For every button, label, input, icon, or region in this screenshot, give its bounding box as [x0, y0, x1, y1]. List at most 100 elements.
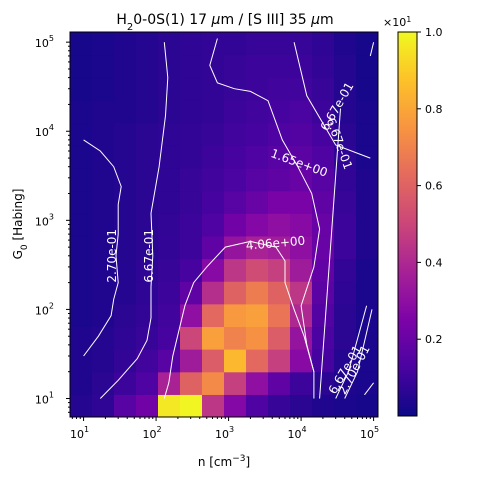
- heatmap-cell: [70, 99, 93, 124]
- heatmap-cell: [224, 235, 247, 260]
- contour-line: [344, 309, 373, 399]
- heatmap-cell: [268, 145, 291, 169]
- chart-title: H20-0S(1) 17 μm / [S III] 35 μm: [116, 12, 333, 33]
- heatmap-cell: [70, 371, 93, 395]
- heatmap-cell: [268, 303, 291, 328]
- heatmap-cell: [114, 77, 137, 101]
- heatmap-cell: [136, 167, 159, 192]
- heatmap-cell: [92, 54, 115, 78]
- heatmap-cell: [114, 99, 137, 124]
- heatmap-cell: [202, 281, 225, 305]
- x-tick-label: 105: [360, 425, 379, 441]
- heatmap-cell: [224, 145, 247, 169]
- heatmap-cell: [268, 394, 291, 417]
- heatmap-cell: [312, 54, 335, 78]
- y-axis-label: G0 [Habing]: [11, 189, 30, 260]
- heatmap-cell: [158, 122, 181, 146]
- heatmap-cell: [312, 281, 335, 305]
- heatmap-cell: [290, 99, 313, 124]
- heatmap-cell: [290, 54, 313, 78]
- contour-line: [364, 382, 374, 396]
- heatmap-cell: [268, 54, 291, 78]
- heatmap-cell: [180, 235, 203, 260]
- heatmap-cell: [334, 213, 357, 237]
- heatmap-cell: [158, 371, 181, 395]
- heatmap-cell: [70, 54, 93, 78]
- contour-line: [319, 108, 341, 399]
- heatmap-cell: [114, 258, 137, 282]
- colorbar-ticks: 0.2 0.4 0.6 0.8 1.0: [417, 26, 443, 346]
- heatmap-cell: [180, 99, 203, 124]
- heatmap-cell: [180, 303, 203, 328]
- heatmap-cell: [92, 190, 115, 214]
- heatmap-cell: [136, 122, 159, 146]
- heatmap-cell: [114, 54, 137, 78]
- heatmap-cell: [70, 213, 93, 237]
- heatmap-cell: [158, 349, 181, 373]
- heatmap-cell: [158, 281, 181, 305]
- heatmap-cell: [136, 303, 159, 328]
- contour-line: [163, 240, 315, 399]
- heatmap-cell: [180, 190, 203, 214]
- colorbar-tick-label: 1.0: [425, 26, 443, 39]
- heatmap-cell: [356, 54, 378, 78]
- heatmap-cell: [70, 394, 93, 417]
- heatmap-cell: [114, 122, 137, 146]
- heatmap-cell: [114, 371, 137, 395]
- heatmap-cell: [246, 99, 269, 124]
- heatmap-cell: [136, 77, 159, 101]
- heatmap-cell: [312, 303, 335, 328]
- heatmap-cell: [246, 303, 269, 328]
- x-tick-label: 104: [288, 425, 307, 441]
- heatmap-cell: [70, 77, 93, 101]
- heatmap-cell: [92, 371, 115, 395]
- heatmap-cell: [312, 167, 335, 192]
- heatmap-cell: [246, 281, 269, 305]
- heatmap-cell: [356, 371, 378, 395]
- contour-label: 4.06e+00: [245, 234, 305, 253]
- contour-line: [369, 42, 375, 57]
- heatmap-cell: [92, 326, 115, 350]
- heatmap-cell: [158, 32, 181, 56]
- heatmap-cell: [70, 167, 93, 192]
- heatmap-cell: [202, 54, 225, 78]
- heatmap-cell: [312, 32, 335, 56]
- heatmap-cell: [180, 326, 203, 350]
- heatmap-cell: [158, 394, 181, 417]
- heatmap-cell: [158, 303, 181, 328]
- heatmap-cell: [158, 77, 181, 101]
- heatmap-cell: [136, 54, 159, 78]
- heatmap-cell: [70, 32, 93, 56]
- y-tick-label: 103: [35, 212, 54, 228]
- heatmap-cell: [136, 145, 159, 169]
- colorbar-tick-label: 0.2: [425, 333, 443, 346]
- heatmap-cell: [268, 122, 291, 146]
- heatmap-cell: [136, 349, 159, 373]
- heatmap-cell: [290, 349, 313, 373]
- heatmap-cell: [224, 349, 247, 373]
- heatmap-cell: [334, 122, 357, 146]
- heatmap-cell: [114, 167, 137, 192]
- heatmap-cell: [312, 122, 335, 146]
- y-axis: 101 102 103 104 105: [35, 34, 70, 413]
- x-tick-label: 102: [143, 425, 162, 441]
- heatmap-cell: [312, 145, 335, 169]
- heatmap-cell: [224, 122, 247, 146]
- heatmap-cell: [246, 167, 269, 192]
- heatmap-cell: [180, 371, 203, 395]
- heatmap-cell: [312, 326, 335, 350]
- heatmap-cell: [136, 32, 159, 56]
- heatmap-cell: [356, 281, 378, 305]
- heatmap-cell: [136, 394, 159, 417]
- heatmap-cell: [290, 258, 313, 282]
- heatmap-cell: [114, 32, 137, 56]
- heatmap-cell: [180, 145, 203, 169]
- heatmap-cell: [180, 349, 203, 373]
- heatmap-cell: [268, 213, 291, 237]
- heatmap-cell: [356, 326, 378, 350]
- heatmap-cell: [202, 167, 225, 192]
- heatmap-cell: [158, 258, 181, 282]
- heatmap-cell: [356, 77, 378, 101]
- heatmap-cell: [114, 235, 137, 260]
- heatmap-cell: [312, 190, 335, 214]
